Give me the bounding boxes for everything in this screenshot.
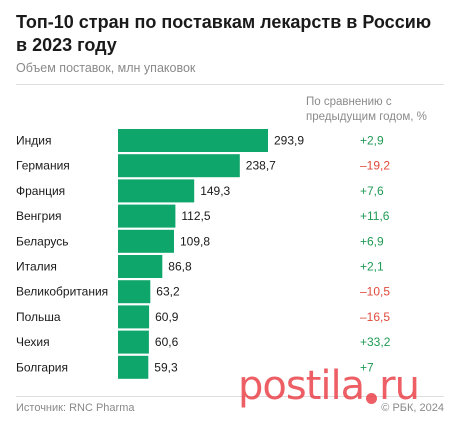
- change-label: +2,9: [360, 134, 384, 148]
- bar: [118, 129, 268, 152]
- category-label: Италия: [16, 260, 57, 274]
- bar: [118, 154, 240, 178]
- bar: [118, 330, 149, 354]
- bar-value-label: 86,8: [168, 260, 192, 274]
- change-label: +33,2: [360, 335, 391, 349]
- bar-value-label: 60,6: [155, 335, 179, 349]
- change-label: –16,5: [360, 310, 390, 324]
- change-label: –10,5: [360, 285, 390, 299]
- bar-value-label: 60,9: [155, 310, 179, 324]
- bar-value-label: 112,5: [181, 209, 210, 223]
- chart-subtitle: Объем поставок, млн упаковок: [16, 61, 196, 75]
- bar: [118, 229, 174, 253]
- bar-value-label: 63,2: [156, 285, 180, 299]
- copyright-note: © РБК, 2024: [381, 402, 444, 414]
- bar-value-label: 109,8: [180, 234, 210, 248]
- category-label: Венгрия: [16, 209, 62, 223]
- category-label: Франция: [16, 184, 65, 198]
- bottom-divider: [16, 396, 444, 397]
- category-label: Индия: [16, 134, 51, 148]
- source-note: Источник: RNC Pharma: [16, 402, 135, 414]
- category-label: Польша: [16, 310, 61, 324]
- bar: [118, 355, 149, 379]
- change-label: +11,6: [360, 209, 390, 223]
- bar: [118, 280, 151, 304]
- bar-value-label: 293,9: [274, 134, 304, 148]
- bar: [118, 305, 150, 329]
- category-label: Беларусь: [16, 234, 68, 248]
- change-label: +6,9: [360, 234, 384, 248]
- category-label: Германия: [16, 159, 70, 173]
- change-label: +7: [360, 360, 374, 374]
- bar: [118, 255, 163, 278]
- category-label: Болгария: [16, 360, 68, 374]
- bar: [118, 204, 176, 228]
- change-label: +7,6: [360, 184, 384, 198]
- top-divider: [16, 84, 444, 85]
- bar-value-label: 149,3: [200, 184, 230, 198]
- bar-value-label: 59,3: [154, 360, 178, 374]
- comparison-column-header: По сравнению с предыдущим годом, %: [306, 96, 427, 123]
- bar-value-label: 238,7: [246, 159, 276, 173]
- chart-title: Топ-10 стран по поставкам лекарств в Рос…: [16, 12, 432, 55]
- change-label: –19,2: [360, 159, 390, 173]
- bar: [118, 179, 195, 203]
- category-label: Чехия: [16, 335, 50, 349]
- category-label: Великобритания: [16, 285, 108, 299]
- change-label: +2,1: [360, 260, 384, 274]
